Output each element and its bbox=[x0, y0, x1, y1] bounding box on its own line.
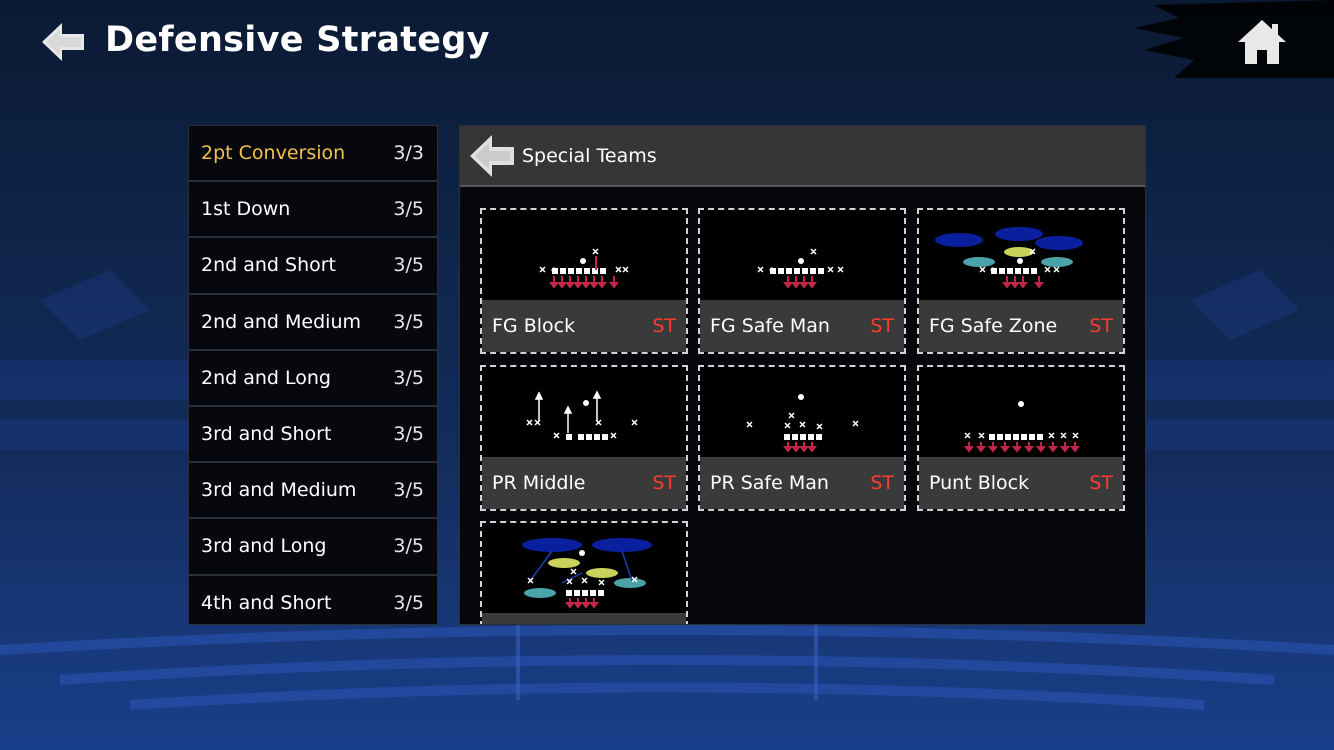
situation-name: 2pt Conversion bbox=[201, 142, 346, 165]
play-tag: ST bbox=[652, 472, 676, 494]
back-arrow-icon[interactable] bbox=[40, 19, 86, 65]
play-card-pr-middle[interactable]: PR Middle ST bbox=[480, 365, 688, 511]
play-label: FG Block ST bbox=[482, 300, 686, 352]
situation-count: 3/5 bbox=[393, 591, 424, 614]
play-label: FG Safe Zone ST bbox=[919, 300, 1123, 352]
situation-item[interactable]: 4th and Short 3/5 bbox=[189, 576, 437, 625]
play-name: FG Safe Zone bbox=[929, 315, 1058, 337]
play-name: FG Safe Man bbox=[710, 315, 830, 337]
situation-name: 1st Down bbox=[201, 198, 291, 221]
panel-title: Special Teams bbox=[522, 144, 657, 167]
play-name: PR Safe Man bbox=[710, 472, 829, 494]
situation-list: 2pt Conversion 3/3 1st Down 3/5 2nd and Shor… bbox=[188, 125, 438, 625]
play-diagram bbox=[526, 390, 638, 440]
play-name: Punt Block bbox=[929, 472, 1030, 494]
situation-item[interactable]: 2nd and Short 3/5 bbox=[189, 238, 437, 295]
situation-name: 4th and Short bbox=[201, 591, 332, 614]
situation-item[interactable]: 2nd and Long 3/5 bbox=[189, 351, 437, 407]
situation-name: 2nd and Medium bbox=[201, 310, 361, 333]
play-diagram bbox=[757, 248, 844, 289]
situation-item[interactable]: 1st Down 3/5 bbox=[189, 182, 437, 239]
play-panel: Special Teams FG Block ST FG Safe Man ST bbox=[459, 125, 1146, 625]
play-label bbox=[482, 613, 686, 624]
play-diagram bbox=[746, 394, 859, 453]
situation-count: 3/5 bbox=[393, 366, 424, 389]
play-card-partial[interactable] bbox=[480, 521, 688, 624]
situation-count: 3/5 bbox=[393, 535, 424, 558]
play-label: PR Middle ST bbox=[482, 457, 686, 509]
situation-name: 3rd and Short bbox=[201, 423, 332, 446]
play-tag: ST bbox=[1089, 472, 1113, 494]
play-card-punt-block[interactable]: Punt Block ST bbox=[917, 365, 1125, 511]
panel-header: Special Teams bbox=[460, 126, 1145, 187]
home-icon[interactable] bbox=[1236, 18, 1288, 66]
play-card-pr-safe-man[interactable]: PR Safe Man ST bbox=[698, 365, 906, 511]
situation-count: 3/5 bbox=[393, 254, 424, 277]
play-diagram bbox=[964, 401, 1080, 453]
situation-name: 2nd and Short bbox=[201, 254, 337, 277]
situation-item[interactable]: 3rd and Medium 3/5 bbox=[189, 463, 437, 520]
play-tag: ST bbox=[870, 315, 894, 337]
play-diagram bbox=[522, 538, 652, 609]
brush-stroke-decoration bbox=[1134, 0, 1334, 78]
play-card-fg-safe-zone[interactable]: FG Safe Zone ST bbox=[917, 208, 1125, 354]
play-name: FG Block bbox=[492, 315, 576, 337]
play-diagram bbox=[539, 248, 629, 289]
play-label: FG Safe Man ST bbox=[700, 300, 904, 352]
panel-back-arrow-icon[interactable] bbox=[468, 132, 516, 180]
page-title: Defensive Strategy bbox=[105, 20, 490, 60]
situation-count: 3/5 bbox=[393, 310, 424, 333]
play-label: Punt Block ST bbox=[919, 457, 1123, 509]
situation-count: 3/5 bbox=[393, 423, 424, 446]
situation-name: 2nd and Long bbox=[201, 366, 331, 389]
situation-name: 3rd and Medium bbox=[201, 479, 357, 502]
situation-item[interactable]: 2nd and Medium 3/5 bbox=[189, 295, 437, 351]
play-diagram bbox=[935, 227, 1083, 289]
situation-item[interactable]: 3rd and Short 3/5 bbox=[189, 407, 437, 464]
play-tag: ST bbox=[1089, 315, 1113, 337]
situation-count: 3/3 bbox=[393, 142, 424, 165]
play-card-fg-safe-man[interactable]: FG Safe Man ST bbox=[698, 208, 906, 354]
situation-item[interactable]: 3rd and Long 3/5 bbox=[189, 519, 437, 576]
situation-item[interactable]: 2pt Conversion 3/3 bbox=[189, 126, 437, 183]
play-tag: ST bbox=[870, 472, 894, 494]
play-label: PR Safe Man ST bbox=[700, 457, 904, 509]
play-tag: ST bbox=[652, 315, 676, 337]
play-name: PR Middle bbox=[492, 472, 586, 494]
play-card-fg-block[interactable]: FG Block ST bbox=[480, 208, 688, 354]
situation-name: 3rd and Long bbox=[201, 535, 327, 558]
situation-count: 3/5 bbox=[393, 479, 424, 502]
situation-count: 3/5 bbox=[393, 198, 424, 221]
